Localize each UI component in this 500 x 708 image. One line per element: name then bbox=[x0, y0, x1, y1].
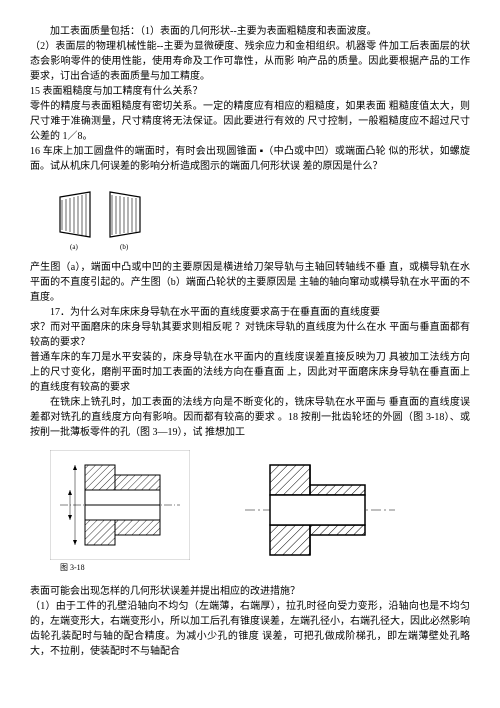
para-9: 普通车床的车刀是水平安装的，床身导轨在水平面内的直线度误差直接反映为刀 具被加工… bbox=[30, 350, 470, 395]
para-4: 零件的精度与表面粗糙度有密切关系。一定的精度应有相应的粗糙度，如果表面 粗糙度值… bbox=[30, 99, 470, 144]
svg-text:(a): (a) bbox=[70, 243, 78, 251]
para-6: 产生图（a），端面中凸或中凹的主要原因是横进给刀架导轨与主轴回转轴线不垂 直，或… bbox=[30, 260, 470, 305]
para-10: 在铣床上铣孔时，加工表面的法线方向是不断变化的，铣床导轨在水平面与 垂直面的直线… bbox=[30, 395, 470, 440]
para-5: 16 车床上加工圆盘件的端面时，有时会出现圆锥面 ▪（中凸或中凹）或端面凸轮 似… bbox=[30, 144, 470, 174]
para-8: 求？而对平面磨床的床身导轨其要求则相反呢 ？对铣床导轨的直线度为什么在水 平面与… bbox=[30, 320, 470, 350]
svg-text:(b): (b) bbox=[120, 243, 129, 251]
cone-diagram: (a) (b) bbox=[50, 182, 160, 252]
para-7: 17．为什么对车床床身导轨在水平面的直线度要求高于在垂直面的直线度要 bbox=[30, 305, 470, 320]
figure-318 bbox=[50, 450, 190, 560]
figure-319-container bbox=[240, 450, 400, 570]
para-11: 表面可能会出现怎样的几何形状误差并提出相应的改进措施？ bbox=[30, 584, 470, 599]
caption-318: 图 3-18 bbox=[60, 562, 190, 574]
document-content: 加工表面质量包括：（1）表面的几何形状--主要为表面粗糙度和表面波度。 （2）表… bbox=[30, 24, 470, 659]
figure-pair: 图 3-18 bbox=[50, 450, 470, 574]
para-2: （2）表面层的物理机械性能--主要为显微硬度、残余应力和金相组织。机器零 件加工… bbox=[30, 39, 470, 84]
para-12: （1）由于工件的孔壁沿轴向不均匀（左端薄，右端厚），拉孔时径向受力变形，沿轴向也… bbox=[30, 599, 470, 659]
figure-cones: (a) (b) bbox=[50, 182, 470, 252]
figure-319 bbox=[240, 450, 400, 570]
para-3: 15 表面粗糙度与加工精度有什么关系？ bbox=[30, 84, 470, 99]
para-1: 加工表面质量包括：（1）表面的几何形状--主要为表面粗糙度和表面波度。 bbox=[30, 24, 470, 39]
figure-318-container: 图 3-18 bbox=[50, 450, 190, 574]
